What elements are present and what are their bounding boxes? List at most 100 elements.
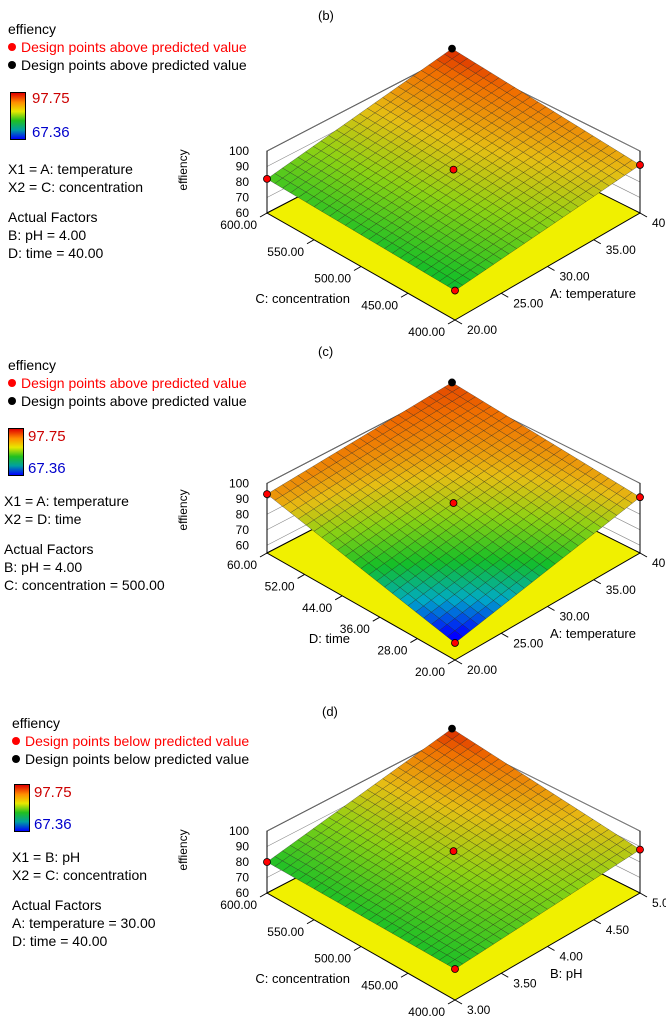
x-tick-label: 40.00 <box>652 216 666 230</box>
y-axis-label: C: concentration <box>255 291 350 306</box>
x-axis-label: A: temperature <box>550 626 636 641</box>
actual-factor-2: C: concentration = 500.00 <box>4 577 165 593</box>
colorbar-max: 97.75 <box>32 90 70 107</box>
design-point-red <box>636 845 644 854</box>
design-point-black <box>448 724 456 733</box>
colorbar-min: 67.36 <box>34 816 72 833</box>
actual-factor-1: A: temperature = 30.00 <box>12 915 156 931</box>
z-tick-label: 70 <box>236 871 250 885</box>
actual-factors-title: Actual Factors <box>8 209 98 225</box>
y-tick <box>259 212 268 218</box>
x2-definition: X2 = C: concentration <box>12 867 148 883</box>
y-tick <box>400 972 409 978</box>
x-tick <box>547 606 555 611</box>
z-tick-label: 60 <box>236 206 250 220</box>
design-point-red <box>451 965 459 973</box>
z-tick-label: 60 <box>236 886 250 900</box>
red-dot-icon <box>12 737 20 746</box>
surface-cell <box>446 959 463 970</box>
z-tick-label: 80 <box>236 855 250 869</box>
x-tick <box>501 972 509 978</box>
design-point-red <box>451 639 459 647</box>
design-point-red <box>451 286 459 295</box>
legend-black-points: Design points below predicted value <box>12 750 249 768</box>
legend-c: effiency Design points above predicted v… <box>8 356 247 410</box>
y-tick <box>306 239 315 245</box>
legend-title: effiency <box>8 21 56 37</box>
legend-b: effiency Design points above predicted v… <box>8 20 247 74</box>
black-dot-icon <box>12 755 20 764</box>
y-tick <box>410 638 418 644</box>
design-point-red <box>449 499 458 507</box>
colorbar <box>8 428 24 476</box>
design-point-red <box>263 490 271 499</box>
y-tick <box>372 616 381 622</box>
z-tick-label: 100 <box>229 144 249 158</box>
panel-label: (d) <box>322 704 338 719</box>
panel-c: effiency Design points above predicted v… <box>0 340 666 680</box>
x-tick-label: 3.50 <box>513 976 537 990</box>
y-tick <box>306 919 315 925</box>
y-tick-label: 400.00 <box>408 325 445 339</box>
x1-definition: X1 = B: pH <box>12 849 81 865</box>
actual-factors-title: Actual Factors <box>12 897 102 913</box>
response-surface <box>266 382 641 644</box>
black-dot-icon <box>8 61 16 70</box>
y-tick <box>447 319 456 325</box>
y-tick-label: 600.00 <box>220 898 257 912</box>
x-tick-label: 5.00 <box>652 896 666 910</box>
actual-factor-2: D: time = 40.00 <box>12 933 108 949</box>
design-point-black <box>448 44 456 53</box>
y-tick-label: 60.00 <box>227 558 257 572</box>
y-tick <box>447 659 456 665</box>
red-dot-icon <box>8 43 16 52</box>
design-point-red <box>449 847 458 856</box>
surface-cell <box>446 280 463 291</box>
legend-title: effiency <box>8 357 56 373</box>
y-tick-label: 500.00 <box>314 952 351 966</box>
panel-label: (b) <box>318 8 334 23</box>
z-tick-label: 90 <box>236 160 250 174</box>
response-surface <box>266 728 641 970</box>
z-tick-label: 90 <box>236 492 250 506</box>
z-tick-label: 90 <box>236 840 250 854</box>
z-tick-label: 70 <box>236 523 250 537</box>
z-tick-label: 60 <box>236 538 250 552</box>
x-tick <box>547 946 555 951</box>
z-tick-label: 80 <box>236 175 250 189</box>
panel-d: effiency Design points below predicted v… <box>0 680 666 1024</box>
x-tick-label: 4.00 <box>560 950 584 964</box>
x1-definition: X1 = A: temperature <box>4 493 129 509</box>
x-tick <box>593 239 601 245</box>
actual-factors-title: Actual Factors <box>4 541 94 557</box>
y-tick-label: 550.00 <box>267 245 304 259</box>
z-tick-label: 80 <box>236 507 250 521</box>
x2-definition: X2 = D: time <box>4 511 82 527</box>
colorbar <box>14 784 30 832</box>
z-tick-label: 70 <box>236 191 250 205</box>
x-axis-label: B: pH <box>550 966 583 981</box>
legend-black-points: Design points above predicted value <box>8 56 247 74</box>
x-tick <box>639 552 648 558</box>
legend-red-points: Design points above predicted value <box>8 38 247 56</box>
x-tick-label: 35.00 <box>606 243 636 257</box>
y-tick-label: 600.00 <box>220 218 257 232</box>
y-tick-label: 450.00 <box>361 978 398 992</box>
x-tick <box>547 266 555 271</box>
x-tick <box>501 632 509 638</box>
z-axis-label: effiency <box>176 489 190 530</box>
y-tick-label: 400.00 <box>408 1005 445 1019</box>
colorbar-max: 97.75 <box>28 428 66 445</box>
y-tick <box>334 595 343 601</box>
z-tick-label: 100 <box>229 476 249 490</box>
actual-factor-1: B: pH = 4.00 <box>8 227 87 243</box>
y-tick-label: 550.00 <box>267 925 304 939</box>
y-tick-label: 28.00 <box>377 644 407 658</box>
z-axis-label: effiency <box>176 829 190 870</box>
design-point-black <box>448 378 456 387</box>
x-tick <box>454 999 463 1005</box>
black-dot-icon <box>8 397 16 406</box>
y-tick-label: 20.00 <box>415 665 445 679</box>
